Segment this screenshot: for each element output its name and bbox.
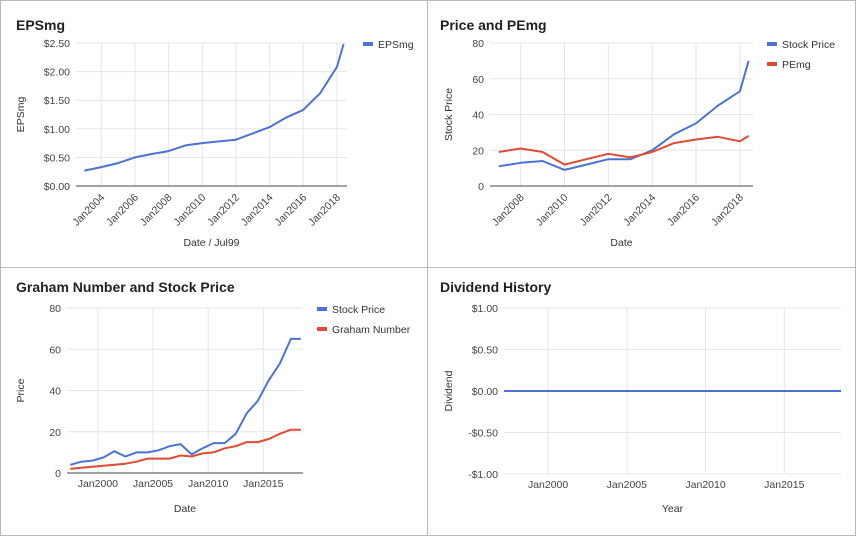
eps-legend-label: EPSmg [378,39,414,51]
graham-x-axis-title: Date [174,503,196,515]
pe-chart-title: Price and PEmg [440,17,547,33]
graham-x-tick-label: Jan2015 [243,478,283,490]
dividend-y-tick-label: $1.00 [472,303,498,315]
graham-x-tick-label: Jan2000 [78,478,118,490]
graham-x-tick-label: Jan2010 [188,478,228,490]
eps-y-tick-label: $0.00 [44,181,70,193]
dividend-y-tick-label: $0.50 [472,345,498,357]
eps-x-tick-label: Jan2004 [70,192,107,229]
eps-y-tick-label: $2.00 [44,67,70,79]
eps-x-tick-label: Jan2018 [306,192,343,229]
graham-y-tick-label: 60 [49,344,61,356]
dividend-x-tick-label: Jan2010 [685,479,725,491]
eps-chart-title: EPSmg [16,17,65,33]
pe-legend-swatch [767,62,777,66]
pe-x-tick-label: Jan2012 [577,192,614,229]
dividend-y-tick-label: -$1.00 [468,469,498,481]
eps-x-tick-label: Jan2012 [205,192,242,229]
pe-y-tick-label: 60 [472,74,484,86]
graham-y-tick-label: 40 [49,386,61,398]
panel-divider-horizontal [0,267,856,268]
pe-legend-label: Stock Price [782,39,835,51]
panel-border-left [0,0,1,536]
dividend-x-tick-label: Jan2000 [528,479,568,491]
eps-y-tick-label: $1.00 [44,124,70,136]
pe-x-tick-label: Jan2010 [534,192,571,229]
graham-legend-swatch [317,327,327,331]
graham-x-tick-label: Jan2005 [133,478,173,490]
eps-y-axis-title: EPSmg [15,97,27,133]
eps-x-tick-label: Jan2006 [104,192,141,229]
pe-y-axis-title: Stock Price [443,88,455,141]
dividend-x-axis-title: Year [662,503,684,515]
graham-chart-title: Graham Number and Stock Price [16,279,235,295]
pe-y-tick-label: 40 [472,110,484,122]
panel-border-top [0,0,856,1]
pe-x-tick-label: Jan2018 [709,192,746,229]
graham-y-axis-title: Price [15,378,27,402]
pe-y-tick-label: 80 [472,38,484,50]
eps-y-tick-label: $1.50 [44,95,70,107]
graham-series-line-graham-number [70,428,301,470]
pe-y-tick-label: 0 [478,181,484,193]
graham-legend-label: Graham Number [332,324,411,336]
pe-legend-label: PEmg [782,59,811,71]
eps-x-tick-label: Jan2016 [272,192,309,229]
eps-x-tick-label: Jan2010 [171,192,208,229]
graham-y-tick-label: 0 [55,468,61,480]
graham-series-line-stock-price [70,337,301,466]
eps-x-axis-title: Date / Jul99 [183,237,239,249]
dividend-x-tick-label: Jan2005 [607,479,647,491]
pe-legend-swatch [767,42,777,46]
dividend-y-tick-label: $0.00 [472,386,498,398]
graham-y-tick-label: 80 [49,303,61,315]
dividend-chart-title: Dividend History [440,279,551,295]
eps-y-tick-label: $0.50 [44,152,70,164]
dividend-y-axis-title: Dividend [443,370,455,411]
graham-legend-label: Stock Price [332,304,385,316]
pe-series-line-stock-price [498,60,750,171]
eps-x-tick-label: Jan2014 [239,192,276,229]
graham-legend-swatch [317,307,327,311]
eps-chart: EPSmg $0.00 $0.50 $1.00 $1.50 $2.00 $2.50 Jan20… [15,17,414,249]
dividend-x-tick-label: Jan2015 [764,479,804,491]
pe-y-tick-label: 20 [472,145,484,157]
eps-series-line-epsmg [84,43,345,172]
pe-series-line-pemg [498,135,750,166]
eps-legend-swatch [363,42,373,46]
panel-divider-vertical [427,0,428,536]
eps-y-tick-label: $2.50 [44,38,70,50]
eps-x-tick-label: Jan2008 [138,192,175,229]
graham-y-tick-label: 20 [49,427,61,439]
pe-x-tick-label: Jan2014 [621,192,658,229]
graham-chart: Graham Number and Stock Price 0 20 40 60 80 Ja… [15,279,411,515]
pe-x-tick-label: Jan2008 [490,192,527,229]
dividend-chart: Dividend History -$1.00 -$0.50 $0.00 $0.50 $1… [440,279,841,515]
pe-x-tick-label: Jan2016 [665,192,702,229]
pe-x-axis-title: Date [610,237,632,249]
dividend-y-tick-label: -$0.50 [468,428,498,440]
